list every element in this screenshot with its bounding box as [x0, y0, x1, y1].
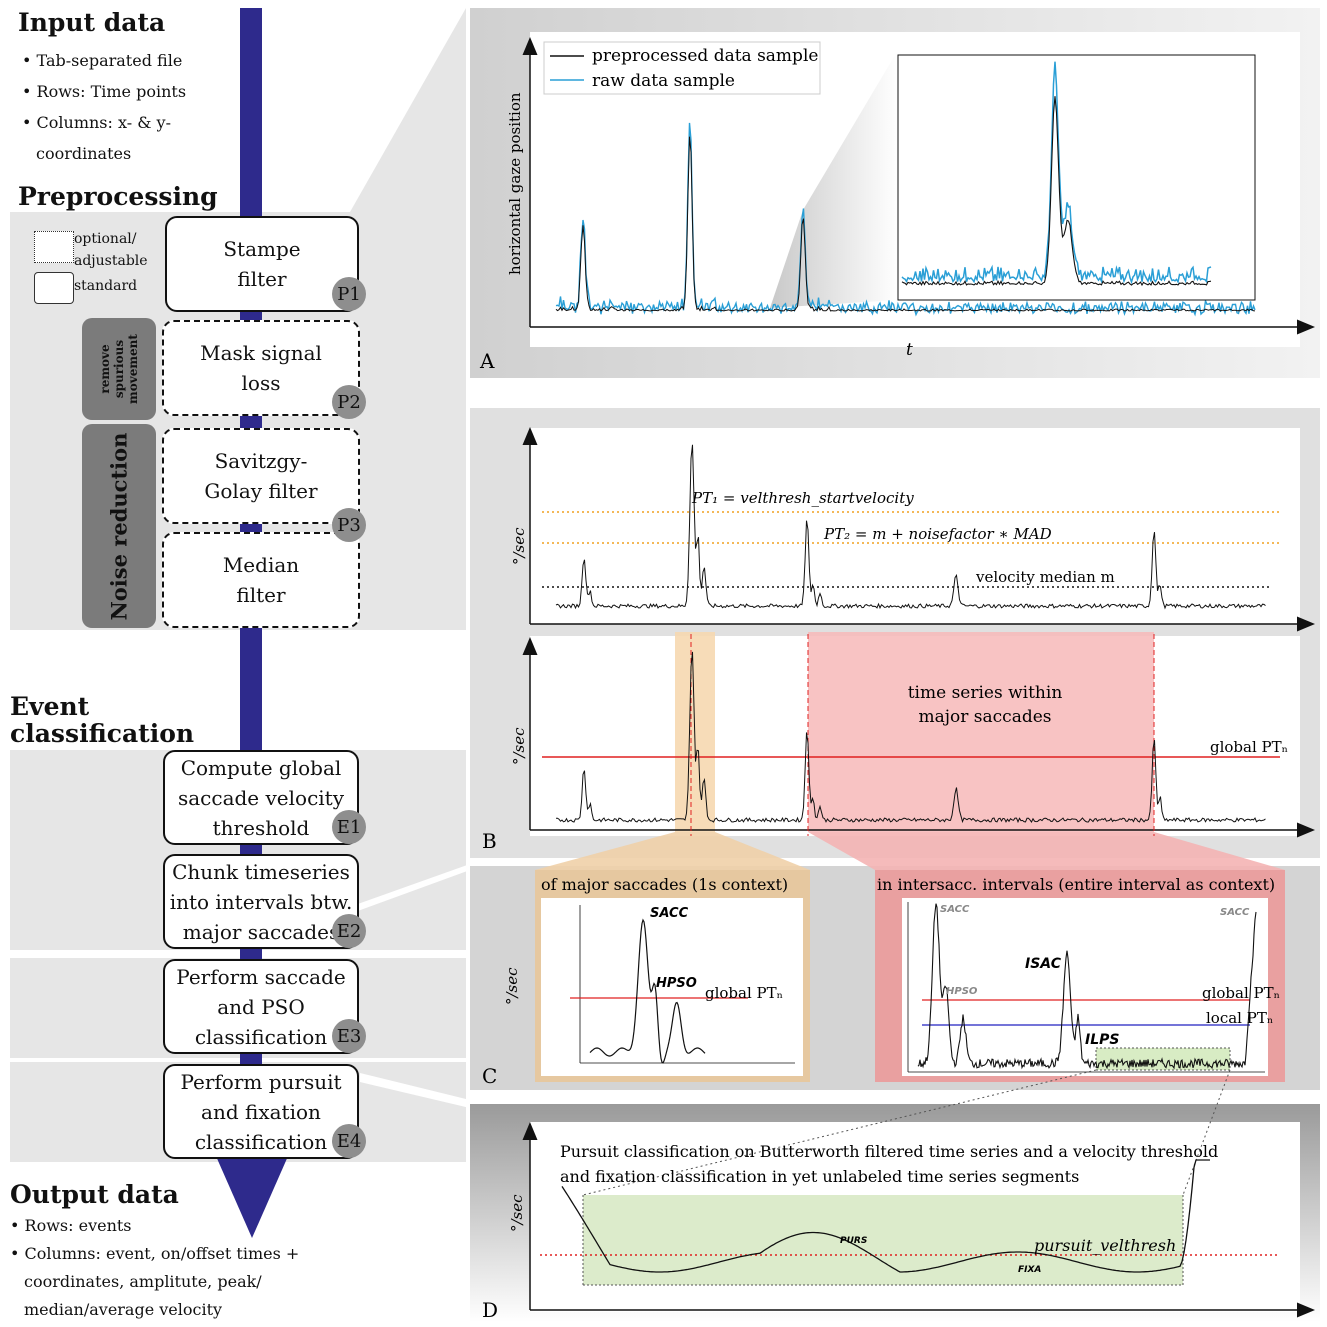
label-hpso-gray: HPSO [946, 986, 978, 997]
median-label: velocity median m [975, 568, 1115, 586]
step-e2: Chunk timeseries into intervals btw. major… [163, 854, 359, 949]
label-fixa: FIXA [1018, 1265, 1041, 1275]
output-title: Output data [10, 1180, 179, 1209]
panel-a-legend [543, 41, 821, 95]
label-sacc: SACC [650, 906, 689, 921]
interval-global-label: global PTₙ [1202, 984, 1280, 1002]
pursuit-highlight [583, 1195, 1183, 1285]
global-threshold-label: global PTₙ [1210, 738, 1288, 756]
legend-optional-swatch [34, 231, 74, 263]
step-e4: Perform pursuit and fixation classificatio… [163, 1064, 359, 1159]
interval-local-label: local PTₙ [1206, 1009, 1273, 1027]
step-p2: Mask signal loss [162, 320, 360, 416]
input-title: Input data [18, 8, 166, 37]
zoom-connector-red [808, 832, 1285, 870]
zoom-connector-left [582, 1069, 1097, 1196]
panel-b-top-ylabel: °/sec [510, 527, 528, 565]
panel-a-letter: A [479, 349, 495, 373]
tag-p3: P3 [332, 508, 366, 542]
preprocessed-series-line [555, 136, 1256, 312]
label-sacc-right: SACC [1220, 907, 1250, 918]
step-p3: Savitzgy- Golay filter [162, 428, 360, 524]
label-isac: ISAC [1025, 956, 1062, 972]
pursuit-velocity-trace [561, 1159, 1210, 1273]
zoom-connector-right [1182, 1069, 1231, 1196]
legend-standard-swatch [34, 272, 74, 304]
step-e1: Compute global saccade velocity threshold [163, 750, 359, 845]
interval-subpanel-bg [902, 898, 1268, 1076]
major-label-2: major saccades [919, 707, 1052, 727]
saccade-global-label: global PTₙ [705, 984, 783, 1002]
saccade-subpanel-title: of major saccades (1s context) [541, 875, 788, 894]
tag-e4: E4 [332, 1124, 366, 1158]
panel-c-letter: C [482, 1064, 497, 1088]
preprocessing-title: Preprocessing [18, 182, 218, 211]
tag-p2: P2 [332, 385, 366, 419]
zoom-raw-line [901, 61, 1212, 285]
panel-c-ylabel: °/sec [503, 967, 521, 1005]
tag-e1: E1 [332, 810, 366, 844]
pursuit-threshold-label: pursuit_velthresh [1034, 1236, 1176, 1255]
panel-b-letter: B [482, 829, 497, 853]
velocity-trace-bottom [555, 651, 1266, 824]
legend-standard-label: standard [74, 278, 138, 294]
zoom-preprocessed-line [901, 96, 1212, 287]
major-label-1: time series within [908, 683, 1063, 703]
label-purs: PURS [840, 1236, 867, 1246]
panel-a-xlabel: t [906, 340, 913, 360]
step-median: Median filter [162, 532, 360, 628]
panel-d-ylabel: °/sec [508, 1194, 526, 1232]
pt2-label: PT₂ = m + noisefactor ∗ MAD [823, 525, 1052, 543]
interval-velocity-trace [917, 903, 1257, 1070]
label-ilps: ILPS [1085, 1032, 1119, 1048]
input-bullets: • Tab-separated file • Rows: Time points… [22, 51, 187, 163]
panel-a-ylabel: horizontal gaze position [506, 92, 524, 275]
output-bullets: • Rows: events • Columns: event, on/offs… [10, 1216, 300, 1319]
intersaccade-zone [808, 632, 1154, 832]
tag-e3: E3 [332, 1019, 366, 1053]
zoom-inset [897, 54, 1256, 301]
label-sacc-left: SACC [940, 904, 970, 915]
pt1-label: PT₁ = velthresh_startvelocity [691, 489, 914, 507]
legend-preprocessed: preprocessed data sample [592, 46, 818, 66]
saccade-velocity-trace [589, 918, 706, 1064]
event-title: Event classification [10, 692, 195, 748]
side-noise-reduction: Noise reduction [82, 424, 156, 628]
interval-subpanel-title: in intersacc. intervals (entire interval… [877, 875, 1275, 894]
step-e3: Perform saccade and PSO classification [163, 959, 359, 1054]
step-p1: Stampe filter [165, 216, 359, 312]
raw-series-line [555, 122, 1256, 317]
zoom-cone [770, 50, 898, 308]
panel-d-desc-1: Pursuit classification on Butterworth fi… [560, 1142, 1218, 1161]
saccade-subpanel-bg [541, 898, 803, 1076]
zoom-connector-orange [535, 832, 810, 870]
panel-d-letter: D [482, 1298, 498, 1322]
side-remove-spurious: remove spurious movement [82, 318, 156, 420]
legend-optional-label: optional/adjustable [74, 231, 148, 269]
panel-b-bottom-ylabel: °/sec [510, 727, 528, 765]
panel-d-desc-2: and fixation classification in yet unlab… [560, 1167, 1079, 1186]
tag-e2: E2 [332, 914, 366, 948]
velocity-trace-top [555, 444, 1266, 610]
tag-p1: P1 [332, 277, 366, 311]
legend-raw: raw data sample [592, 71, 735, 91]
label-hpso: HPSO [656, 976, 697, 991]
